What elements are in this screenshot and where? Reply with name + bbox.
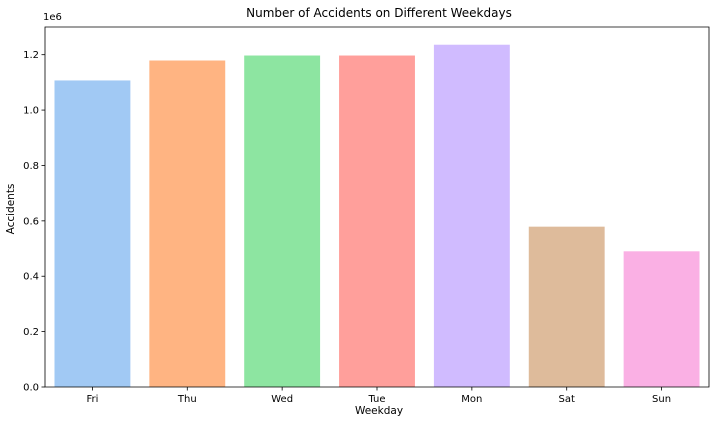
x-axis-label: Weekday [355, 405, 403, 417]
x-tick-label: Sun [652, 394, 671, 405]
bar-tue [339, 55, 415, 388]
y-tick-label: 0.6 [23, 216, 39, 227]
x-tick-label: Mon [461, 394, 482, 405]
x-tick-label: Tue [367, 394, 385, 405]
y-tick-label: 0.2 [23, 327, 39, 338]
x-tick-label: Sat [559, 394, 575, 405]
x-tick-label: Fri [86, 394, 98, 405]
y-axis-offset-label: 1e6 [43, 12, 62, 23]
y-tick-label: 0.4 [23, 272, 39, 283]
bar-mon [433, 44, 510, 387]
y-tick-label: 1.2 [23, 50, 39, 61]
axes-frame [44, 26, 710, 388]
chart-title: Number of Accidents on Different Weekday… [246, 6, 512, 20]
y-axis-label: Accidents [5, 184, 17, 235]
x-tick-label: Thu [177, 394, 197, 405]
bar-thu [149, 60, 226, 387]
bar-sun [623, 251, 700, 387]
bar-sat [528, 226, 605, 387]
y-tick-label: 0.0 [23, 383, 39, 394]
x-tick-label: Wed [271, 394, 293, 405]
y-tick-label: 1.0 [23, 106, 39, 117]
bar-fri [54, 80, 131, 387]
bars-group [54, 44, 700, 388]
bar-wed [244, 55, 321, 388]
y-tick-label: 0.8 [23, 161, 39, 172]
x-axis-ticks: Fri Thu Wed Tue Mon Sat Sun [86, 387, 671, 405]
y-axis-ticks: 0.0 0.2 0.4 0.6 0.8 1.0 1.2 [23, 50, 45, 394]
